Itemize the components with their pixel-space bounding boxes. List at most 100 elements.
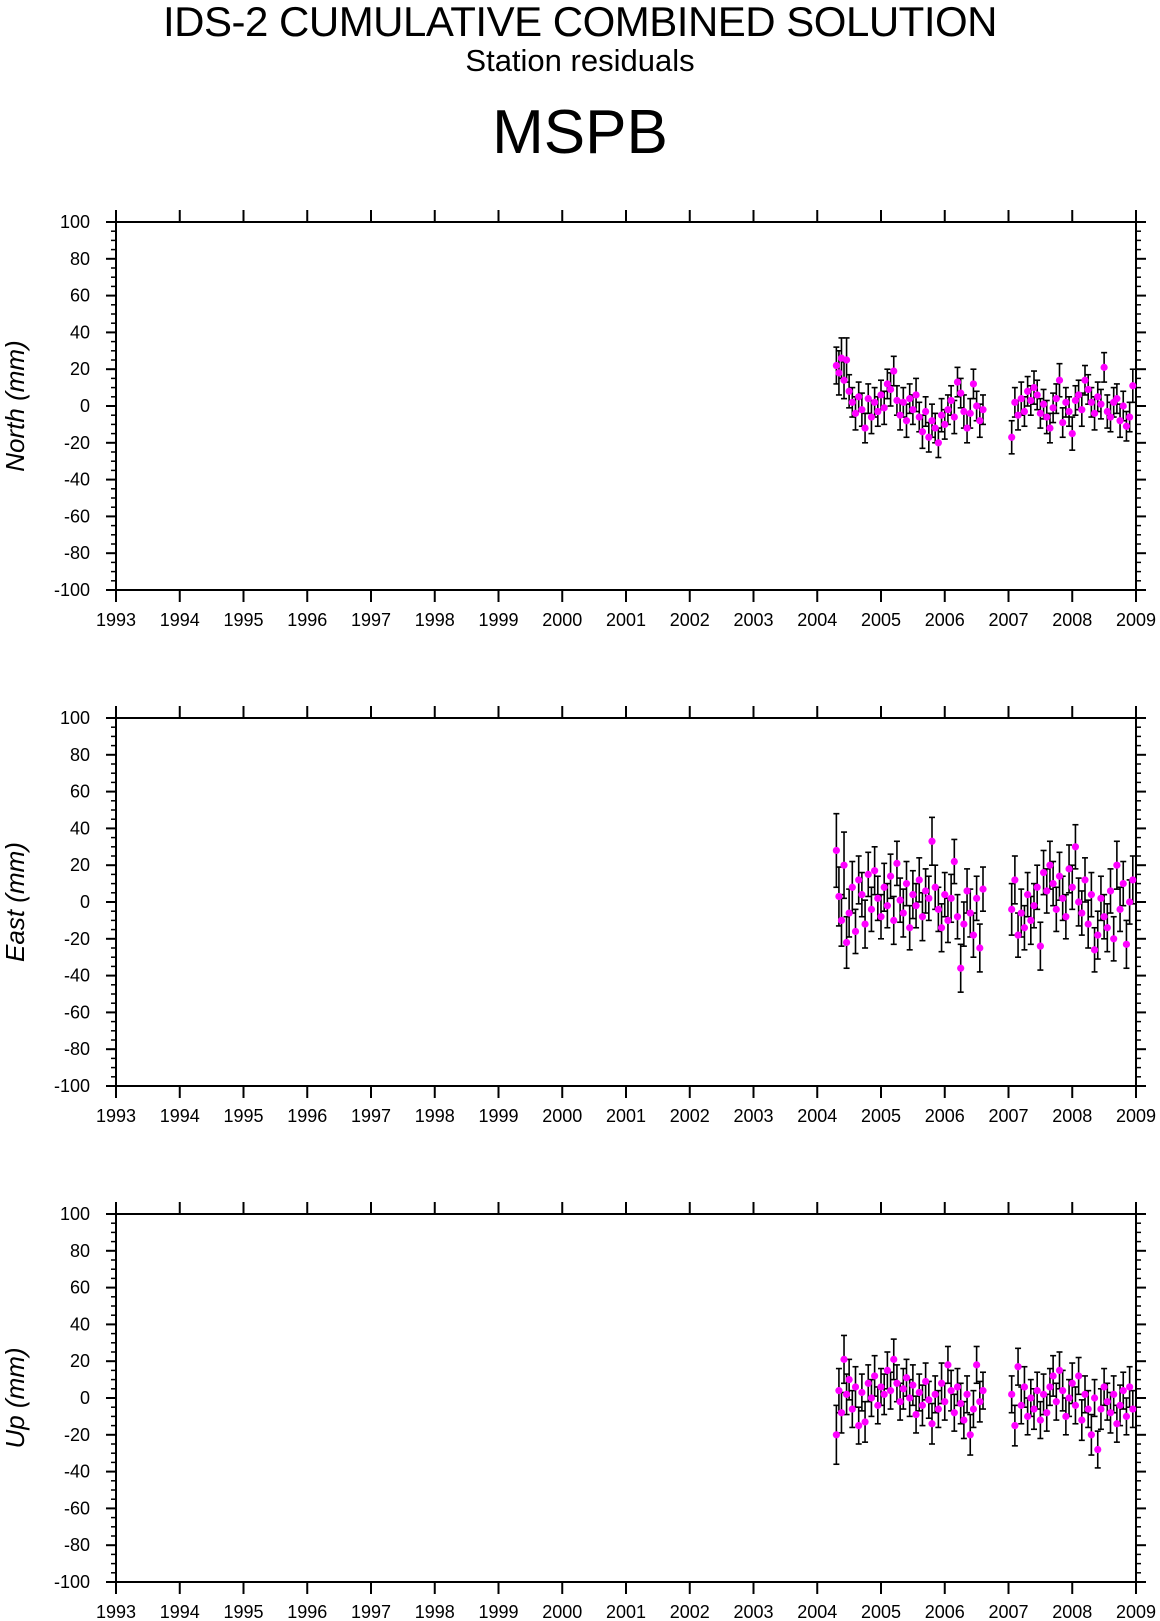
x-tick-label: 2004 bbox=[797, 1106, 837, 1126]
data-point bbox=[1055, 1366, 1064, 1374]
data-point bbox=[925, 894, 933, 902]
data-point bbox=[899, 398, 907, 406]
data-point bbox=[1046, 424, 1054, 432]
data-point bbox=[941, 1398, 949, 1406]
x-tick-label: 1997 bbox=[351, 1106, 391, 1126]
x-tick-label: 2004 bbox=[797, 610, 837, 630]
data-point bbox=[934, 905, 942, 913]
data-point bbox=[915, 413, 923, 421]
data-point bbox=[867, 413, 876, 421]
data-point bbox=[880, 883, 888, 891]
data-point bbox=[855, 876, 863, 884]
y-tick-label: -40 bbox=[64, 1462, 90, 1482]
data-point bbox=[1017, 909, 1025, 917]
x-tick-label: 1996 bbox=[287, 1602, 327, 1621]
data-series-up bbox=[832, 1334, 1137, 1469]
x-tick-label: 2009 bbox=[1116, 610, 1156, 630]
x-tick-label: 2004 bbox=[797, 1602, 837, 1621]
data-point bbox=[922, 1377, 930, 1386]
x-tick-label: 2008 bbox=[1052, 1106, 1092, 1126]
y-tick-label: 100 bbox=[60, 1204, 90, 1224]
data-point bbox=[1011, 1422, 1019, 1430]
data-point bbox=[1008, 433, 1016, 441]
data-point bbox=[851, 927, 860, 936]
data-point bbox=[1024, 1412, 1032, 1420]
data-point bbox=[1075, 1372, 1083, 1380]
data-point bbox=[1017, 395, 1025, 403]
data-point bbox=[1094, 393, 1102, 401]
data-point bbox=[848, 883, 856, 891]
x-tick-label: 2008 bbox=[1052, 1602, 1092, 1621]
data-point bbox=[1068, 1379, 1076, 1387]
data-point bbox=[890, 1355, 898, 1363]
x-tick-label: 2001 bbox=[606, 610, 646, 630]
data-point bbox=[1126, 898, 1134, 906]
data-point bbox=[855, 393, 863, 401]
data-point bbox=[837, 916, 846, 925]
data-point bbox=[1075, 898, 1083, 906]
data-point bbox=[883, 1366, 891, 1374]
x-tick-label: 1995 bbox=[223, 1602, 263, 1621]
data-point bbox=[1024, 891, 1032, 899]
data-point bbox=[1033, 391, 1041, 399]
y-axis-label: North (mm) bbox=[0, 340, 30, 471]
data-point bbox=[899, 909, 907, 917]
data-point bbox=[947, 1387, 955, 1395]
data-point bbox=[899, 1385, 907, 1393]
x-tick-label: 2002 bbox=[670, 610, 710, 630]
data-point bbox=[1043, 887, 1051, 895]
data-point bbox=[1078, 909, 1086, 917]
data-point bbox=[902, 1374, 911, 1382]
data-point bbox=[1119, 1387, 1127, 1395]
data-point bbox=[837, 1409, 846, 1417]
x-tick-label: 1998 bbox=[415, 1106, 455, 1126]
data-point bbox=[1119, 880, 1127, 888]
data-point bbox=[842, 356, 851, 364]
data-point bbox=[1059, 1387, 1067, 1395]
data-point bbox=[969, 380, 978, 388]
data-point bbox=[950, 857, 958, 866]
data-point bbox=[947, 894, 955, 902]
x-tick-label: 1998 bbox=[415, 1602, 455, 1621]
y-tick-label: 100 bbox=[60, 212, 90, 232]
data-point bbox=[1043, 1409, 1051, 1417]
data-point bbox=[909, 406, 917, 414]
data-point bbox=[1090, 946, 1099, 954]
data-point bbox=[861, 920, 869, 928]
data-point bbox=[842, 1390, 851, 1398]
x-tick-label: 1999 bbox=[478, 1106, 518, 1126]
data-point bbox=[1106, 887, 1115, 895]
data-point bbox=[918, 913, 927, 921]
data-point bbox=[912, 902, 920, 910]
data-point bbox=[950, 413, 958, 421]
data-point bbox=[1126, 413, 1134, 421]
data-point bbox=[858, 891, 866, 899]
data-point bbox=[893, 859, 901, 867]
data-point bbox=[1116, 417, 1124, 425]
y-tick-label: 20 bbox=[70, 855, 90, 875]
data-point bbox=[1039, 400, 1048, 408]
x-tick-label: 2009 bbox=[1116, 1106, 1156, 1126]
data-point bbox=[896, 896, 904, 904]
data-point bbox=[1071, 1401, 1080, 1409]
data-point bbox=[947, 396, 955, 405]
y-tick-label: 0 bbox=[80, 1388, 90, 1408]
data-point bbox=[883, 380, 891, 388]
data-point bbox=[1084, 920, 1092, 928]
data-point bbox=[963, 424, 971, 432]
x-tick-label: 2006 bbox=[925, 1106, 965, 1126]
data-point bbox=[1113, 395, 1121, 403]
y-tick-label: -20 bbox=[64, 433, 90, 453]
x-tick-label: 1993 bbox=[96, 1602, 136, 1621]
x-tick-label: 2008 bbox=[1052, 610, 1092, 630]
y-tick-label: -60 bbox=[64, 1002, 90, 1022]
data-point bbox=[931, 883, 939, 891]
data-point bbox=[1027, 916, 1035, 925]
data-point bbox=[1036, 1416, 1044, 1424]
data-point bbox=[883, 902, 891, 910]
data-point bbox=[909, 891, 917, 899]
data-point bbox=[845, 909, 853, 917]
data-point bbox=[1094, 1445, 1102, 1454]
y-tick-label: -100 bbox=[54, 580, 90, 600]
data-point bbox=[976, 944, 984, 952]
